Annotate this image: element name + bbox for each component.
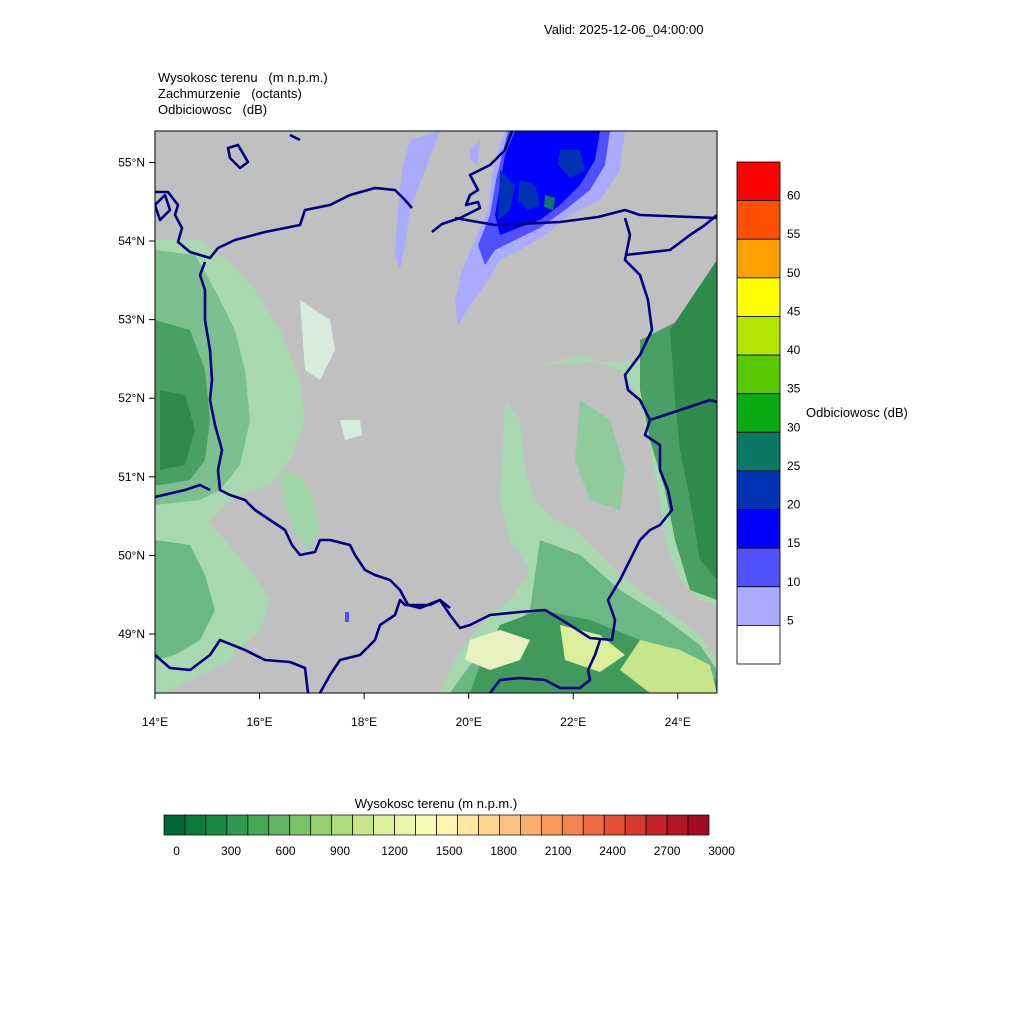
reflectivity-legend-swatch <box>736 624 781 665</box>
reflectivity-legend-swatch <box>736 354 781 395</box>
terrain-legend-swatch <box>331 814 354 836</box>
lat-tick-label: 52°N <box>118 391 145 405</box>
reflectivity-legend-label: 10 <box>787 575 801 589</box>
terrain-legend-swatch <box>478 814 500 836</box>
terrain-legend-swatch <box>226 814 249 836</box>
reflectivity-legend-label: 30 <box>787 420 801 434</box>
reflectivity-legend-label: 25 <box>787 459 801 473</box>
reflectivity-legend-swatch <box>736 470 781 510</box>
terrain-legend-label: 2700 <box>654 844 681 858</box>
lat-axis: 55°N 54°N 53°N 52°N 51°N 50°N 49°N <box>118 155 155 641</box>
terrain-legend-swatch <box>289 814 312 836</box>
terrain-legend-label: 1800 <box>490 844 517 858</box>
reflectivity-legend-swatch <box>736 393 781 433</box>
terrain-legend-swatch <box>394 814 416 836</box>
reflectivity-legend-swatch <box>736 431 781 472</box>
terrain-legend-swatch <box>519 814 542 836</box>
terrain-legend-label: 1500 <box>436 844 463 858</box>
reflectivity-legend-label: 35 <box>787 382 801 396</box>
lon-tick-label: 16°E <box>246 715 272 729</box>
reflectivity-legend-swatch <box>736 161 781 202</box>
terrain-legend-swatch <box>352 814 374 836</box>
title-cloud: Zachmurzenie (octants) <box>158 86 302 101</box>
terrain-legend-swatch <box>666 814 689 836</box>
terrain-legend-title: Wysokosc terenu (m n.p.m.) <box>355 796 517 811</box>
title-reflectivity: Odbiciowosc (dB) <box>158 102 268 117</box>
reflectivity-legend-swatch <box>736 316 781 356</box>
terrain-legend-label: 3000 <box>708 844 735 858</box>
lat-tick-label: 54°N <box>118 234 145 248</box>
terrain-legend-swatch <box>499 814 521 836</box>
terrain-legend-swatch <box>540 814 563 836</box>
terrain-legend-swatch <box>247 814 270 836</box>
reflectivity-legend-label: 5 <box>787 613 794 627</box>
reflectivity-legend-swatch <box>736 200 781 240</box>
terrain-legend: 0 300 600 900 1200 1500 1800 2100 2400 2700 3000 <box>163 814 735 858</box>
reflectivity-legend-swatch <box>736 277 781 317</box>
terrain-legend-swatch <box>415 814 437 836</box>
reflectivity-legend-label: 40 <box>787 343 801 357</box>
lat-tick-label: 50°N <box>118 548 145 562</box>
terrain-legend-swatch <box>205 814 228 836</box>
reflectivity-field <box>345 131 625 622</box>
lat-tick-label: 53°N <box>118 313 145 327</box>
terrain-legend-swatch <box>582 814 605 836</box>
reflectivity-legend-swatch <box>736 238 781 279</box>
terrain-legend-swatch <box>624 814 647 836</box>
terrain-legend-label: 2100 <box>545 844 572 858</box>
terrain-legend-label: 2400 <box>599 844 626 858</box>
reflectivity-legend-label: 15 <box>787 536 801 550</box>
reflectivity-legend: 60 55 50 45 40 35 30 25 20 15 10 5 <box>736 161 801 665</box>
reflectivity-legend-label: 55 <box>787 227 801 241</box>
terrain-legend-swatch <box>687 814 710 836</box>
reflectivity-legend-label: 20 <box>787 498 801 512</box>
map-panel: 55°N 54°N 53°N 52°N 51°N 50°N 49°N 14°E 16°E 18°… <box>118 130 718 729</box>
lon-tick-label: 20°E <box>456 715 482 729</box>
terrain-legend-swatch <box>373 814 395 836</box>
lon-tick-label: 22°E <box>560 715 586 729</box>
lat-tick-label: 55°N <box>118 155 145 169</box>
reflectivity-legend-label: 45 <box>787 304 801 318</box>
terrain-legend-label: 1200 <box>381 844 408 858</box>
reflectivity-legend-swatch <box>736 586 781 626</box>
terrain-legend-swatch <box>163 814 186 836</box>
valid-time: Valid: 2025-12-06_04:00:00 <box>544 22 704 37</box>
lat-tick-label: 51°N <box>118 470 145 484</box>
terrain-legend-swatch <box>645 814 668 836</box>
terrain-legend-label: 300 <box>221 844 241 858</box>
terrain-legend-swatch <box>457 814 479 836</box>
lon-tick-label: 14°E <box>142 715 168 729</box>
terrain-legend-label: 900 <box>330 844 350 858</box>
terrain-legend-label: 600 <box>276 844 296 858</box>
terrain-field <box>155 240 717 693</box>
terrain-legend-swatch <box>603 814 626 836</box>
lon-tick-label: 18°E <box>351 715 377 729</box>
terrain-legend-swatch <box>436 814 458 836</box>
title-terrain: Wysokosc terenu (m n.p.m.) <box>158 70 328 85</box>
lon-axis: 14°E 16°E 18°E 20°E 22°E 24°E <box>142 693 691 729</box>
lon-tick-label: 24°E <box>665 715 691 729</box>
reflectivity-legend-swatch <box>736 547 781 588</box>
country-borders <box>155 131 717 693</box>
reflectivity-legend-swatch <box>736 509 781 549</box>
map-frame <box>154 130 718 694</box>
terrain-legend-swatch <box>310 814 333 836</box>
reflectivity-legend-label: 50 <box>787 266 801 280</box>
lat-tick-label: 49°N <box>118 627 145 641</box>
terrain-legend-swatch <box>268 814 291 836</box>
reflectivity-legend-label: 60 <box>787 189 801 203</box>
terrain-legend-label: 0 <box>173 844 180 858</box>
reflectivity-legend-title: Odbiciowosc (dB) <box>806 405 908 420</box>
terrain-legend-swatch <box>561 814 584 836</box>
terrain-legend-swatch <box>184 814 207 836</box>
